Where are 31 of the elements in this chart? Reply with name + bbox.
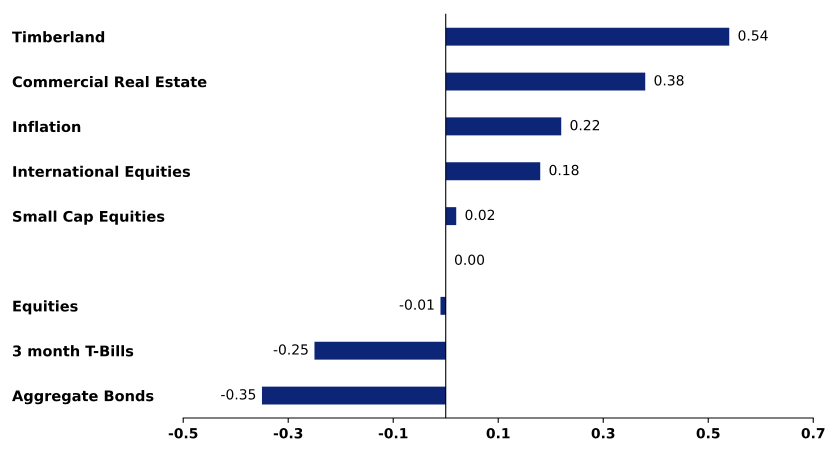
data-label: 0.18 <box>549 164 579 176</box>
bar <box>314 342 446 360</box>
x-tick-label: -0.5 <box>168 428 198 438</box>
y-tick-label: Commercial Real Estate <box>12 76 206 88</box>
bar <box>446 207 456 226</box>
y-tick-label: Inflation <box>13 120 80 132</box>
x-tick-label: 0.5 <box>696 428 720 438</box>
y-tick-label: Aggregate Bonds <box>12 390 154 404</box>
data-label: 0.00 <box>454 254 484 266</box>
data-label: 0.02 <box>465 210 494 220</box>
data-label: -0.25 <box>274 344 308 355</box>
bar <box>446 72 646 91</box>
y-tick-label: 3 month T-Bills <box>12 345 134 356</box>
y-tick-label: Timberland <box>12 31 104 42</box>
data-label: -0.01 <box>400 299 434 310</box>
y-tick-label: International Equities <box>13 166 190 180</box>
x-tick-label: -0.1 <box>378 428 408 438</box>
data-label: 0.54 <box>738 30 768 41</box>
x-tick-label: -0.3 <box>274 428 302 438</box>
x-tick-label: 0.1 <box>486 428 510 438</box>
data-label: -0.35 <box>221 389 256 400</box>
data-label: 0.22 <box>570 120 600 130</box>
bar <box>446 28 730 46</box>
bar <box>446 117 562 136</box>
y-tick-label: Small Cap Equities <box>13 210 164 225</box>
bar <box>262 386 446 405</box>
y-tick-label: Equities <box>13 300 78 314</box>
x-tick-label: 0.7 <box>802 428 824 438</box>
bar <box>446 162 540 180</box>
data-label: 0.38 <box>654 75 684 86</box>
x-tick-label: 0.3 <box>592 428 614 438</box>
